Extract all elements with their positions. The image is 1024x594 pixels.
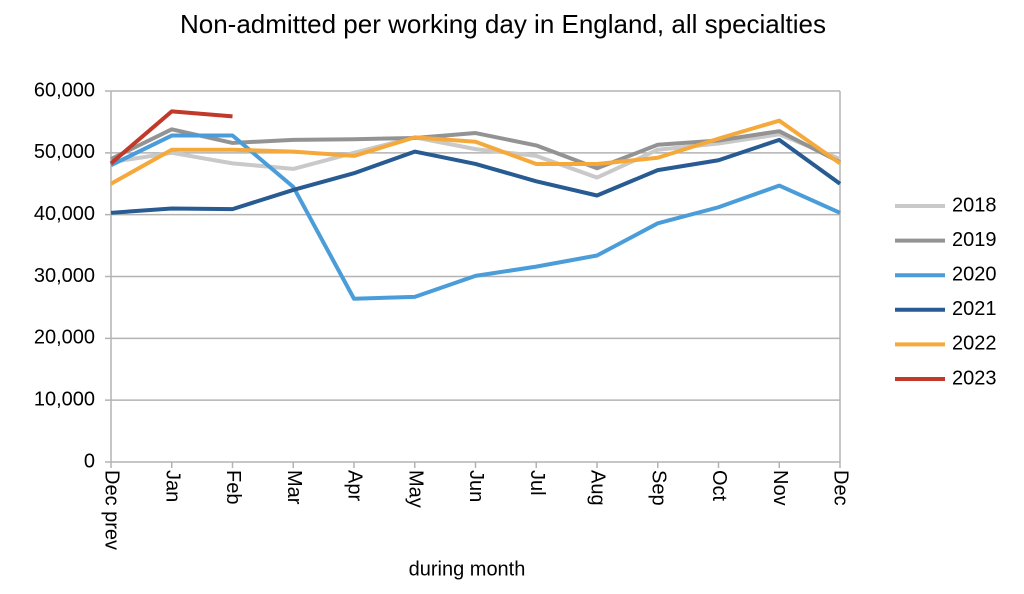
x-tick-label: Sep: [647, 470, 669, 506]
x-tick-label: May: [404, 470, 426, 508]
legend-label: 2019: [952, 229, 997, 251]
x-tick-label: Dec: [830, 470, 852, 506]
chart-title: Non-admitted per working day in England,…: [180, 9, 826, 39]
x-tick-label: Aug: [587, 470, 609, 506]
x-tick-label: Jul: [526, 470, 548, 496]
y-tick-label: 0: [84, 450, 95, 472]
y-tick-label: 20,000: [34, 327, 95, 349]
y-tick-label: 30,000: [34, 265, 95, 287]
line-series: [110, 118, 842, 186]
y-tick-label: 50,000: [34, 141, 95, 163]
legend-label: 2018: [952, 194, 997, 216]
legend-label: 2020: [952, 263, 997, 285]
x-tick-label: Jun: [465, 470, 487, 502]
x-tick-label: Nov: [769, 470, 791, 506]
x-tick-label: Jan: [161, 470, 183, 502]
legend-label: 2021: [952, 298, 997, 320]
line-series: [109, 109, 233, 165]
y-tick-label: 60,000: [34, 79, 95, 101]
x-tick-label: Dec prev: [101, 470, 123, 550]
legend-label: 2022: [952, 333, 997, 355]
x-tick-label: Oct: [708, 470, 730, 502]
y-tick-label: 40,000: [34, 203, 95, 225]
line-series: [110, 132, 841, 180]
y-tick-label: 10,000: [34, 388, 95, 410]
x-tick-label: Mar: [283, 470, 305, 505]
legend-label: 2023: [952, 367, 997, 389]
x-tick-label: Apr: [344, 470, 366, 501]
x-axis-label: during month: [409, 558, 526, 580]
line-series: [110, 137, 842, 215]
line-series: [110, 133, 841, 301]
x-tick-label: Feb: [222, 470, 244, 504]
